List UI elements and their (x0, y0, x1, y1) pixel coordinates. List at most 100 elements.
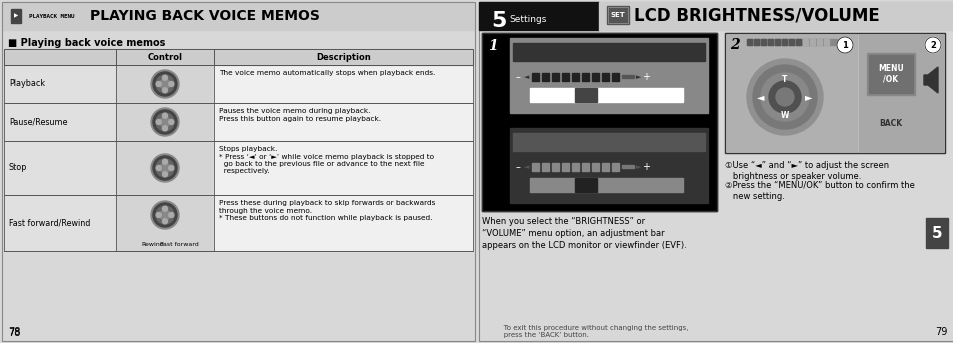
Circle shape (160, 163, 170, 173)
Circle shape (160, 210, 170, 220)
Text: ►: ► (636, 164, 640, 170)
Bar (572, 73, 578, 81)
Circle shape (156, 82, 161, 86)
Polygon shape (923, 67, 937, 93)
Text: Control: Control (148, 52, 182, 61)
Bar (541, 73, 548, 81)
Bar (866, 53, 914, 95)
Text: ◄: ◄ (523, 74, 529, 80)
Text: Stops playback.
* Press ‘◄’ or ‘►’ while voice memo playback is stopped to
  go : Stops playback. * Press ‘◄’ or ‘►’ while… (219, 146, 434, 175)
Circle shape (169, 82, 173, 86)
Bar (746, 39, 751, 45)
Text: MENU
/OK: MENU /OK (877, 64, 902, 84)
Bar (4, 65, 116, 103)
Bar (621, 75, 634, 78)
Bar (213, 65, 473, 103)
Text: ▶: ▶ (14, 13, 18, 19)
Text: 78: 78 (8, 328, 20, 338)
Bar (541, 163, 548, 171)
Circle shape (156, 166, 161, 170)
Circle shape (151, 154, 179, 182)
Bar (4, 49, 473, 65)
Bar (607, 7, 627, 23)
Text: ►: ► (636, 74, 640, 80)
Bar (581, 163, 588, 171)
Bar (592, 163, 598, 171)
Circle shape (162, 172, 168, 177)
Text: Pause/Resume: Pause/Resume (9, 118, 68, 127)
Bar (116, 65, 213, 103)
Text: 1: 1 (841, 40, 847, 49)
Bar (581, 73, 588, 81)
Bar (552, 73, 558, 81)
Bar (816, 39, 821, 45)
Bar (10, 8, 82, 24)
Circle shape (162, 126, 168, 131)
Bar (4, 103, 116, 141)
Bar (781, 39, 786, 45)
Bar (213, 103, 473, 141)
Circle shape (162, 88, 168, 93)
Bar (601, 163, 608, 171)
Circle shape (160, 117, 170, 127)
Circle shape (746, 59, 822, 135)
Bar (621, 165, 634, 168)
Bar (561, 163, 568, 171)
Text: –: – (516, 72, 520, 82)
Text: PLAYING BACK VOICE MEMOS: PLAYING BACK VOICE MEMOS (90, 9, 319, 23)
Text: Rewind: Rewind (141, 242, 164, 247)
Text: To exit this procedure without changing the settings,
   press the ‘BACK’ button: To exit this procedure without changing … (497, 325, 688, 338)
Circle shape (162, 113, 168, 118)
Bar (530, 178, 682, 192)
Text: 5: 5 (491, 11, 506, 31)
Circle shape (169, 166, 173, 170)
Bar (724, 33, 944, 153)
Text: LCD BRIGHTNESS/VOLUME: LCD BRIGHTNESS/VOLUME (634, 7, 879, 25)
Text: Fast forward: Fast forward (159, 242, 198, 247)
Bar (774, 39, 780, 45)
Bar (116, 141, 213, 195)
Circle shape (152, 156, 177, 180)
Text: Stop: Stop (9, 164, 28, 173)
Text: 2: 2 (929, 40, 935, 49)
Bar (530, 88, 682, 102)
Text: Fast forward/Rewind: Fast forward/Rewind (9, 218, 91, 227)
Bar (802, 39, 807, 45)
Circle shape (760, 73, 808, 121)
Text: Pauses the voice memo during playback.
Press this button again to resume playbac: Pauses the voice memo during playback. P… (219, 108, 381, 121)
Circle shape (152, 72, 177, 96)
Text: 5: 5 (931, 225, 942, 240)
Bar (552, 163, 558, 171)
Bar (510, 128, 707, 203)
Circle shape (169, 119, 173, 125)
Bar (575, 88, 597, 102)
Bar (481, 33, 717, 211)
Bar (481, 33, 717, 211)
Circle shape (162, 75, 168, 80)
Text: ◄: ◄ (523, 164, 529, 170)
Bar (767, 39, 772, 45)
Bar (592, 73, 598, 81)
Circle shape (169, 213, 173, 217)
Circle shape (151, 108, 179, 136)
Text: SET: SET (610, 12, 625, 18)
Text: PLAYBACK MENU: PLAYBACK MENU (30, 13, 74, 19)
Circle shape (156, 213, 161, 217)
Bar (4, 65, 473, 103)
Text: T: T (781, 74, 787, 83)
Circle shape (156, 159, 173, 177)
Bar (4, 49, 473, 65)
Bar (726, 35, 856, 151)
Text: 78: 78 (8, 327, 20, 337)
Bar (4, 103, 473, 141)
Circle shape (924, 37, 940, 53)
Text: Description: Description (315, 52, 371, 61)
Text: +: + (641, 162, 649, 172)
Text: The voice memo automatically stops when playback ends.: The voice memo automatically stops when … (219, 70, 435, 76)
Text: Settings: Settings (509, 15, 546, 24)
Bar (561, 73, 568, 81)
Text: Press these during playback to skip forwards or backwards
through the voice memo: Press these during playback to skip forw… (219, 200, 435, 221)
Bar (2, 2, 475, 30)
Circle shape (152, 110, 177, 134)
Bar (532, 163, 538, 171)
